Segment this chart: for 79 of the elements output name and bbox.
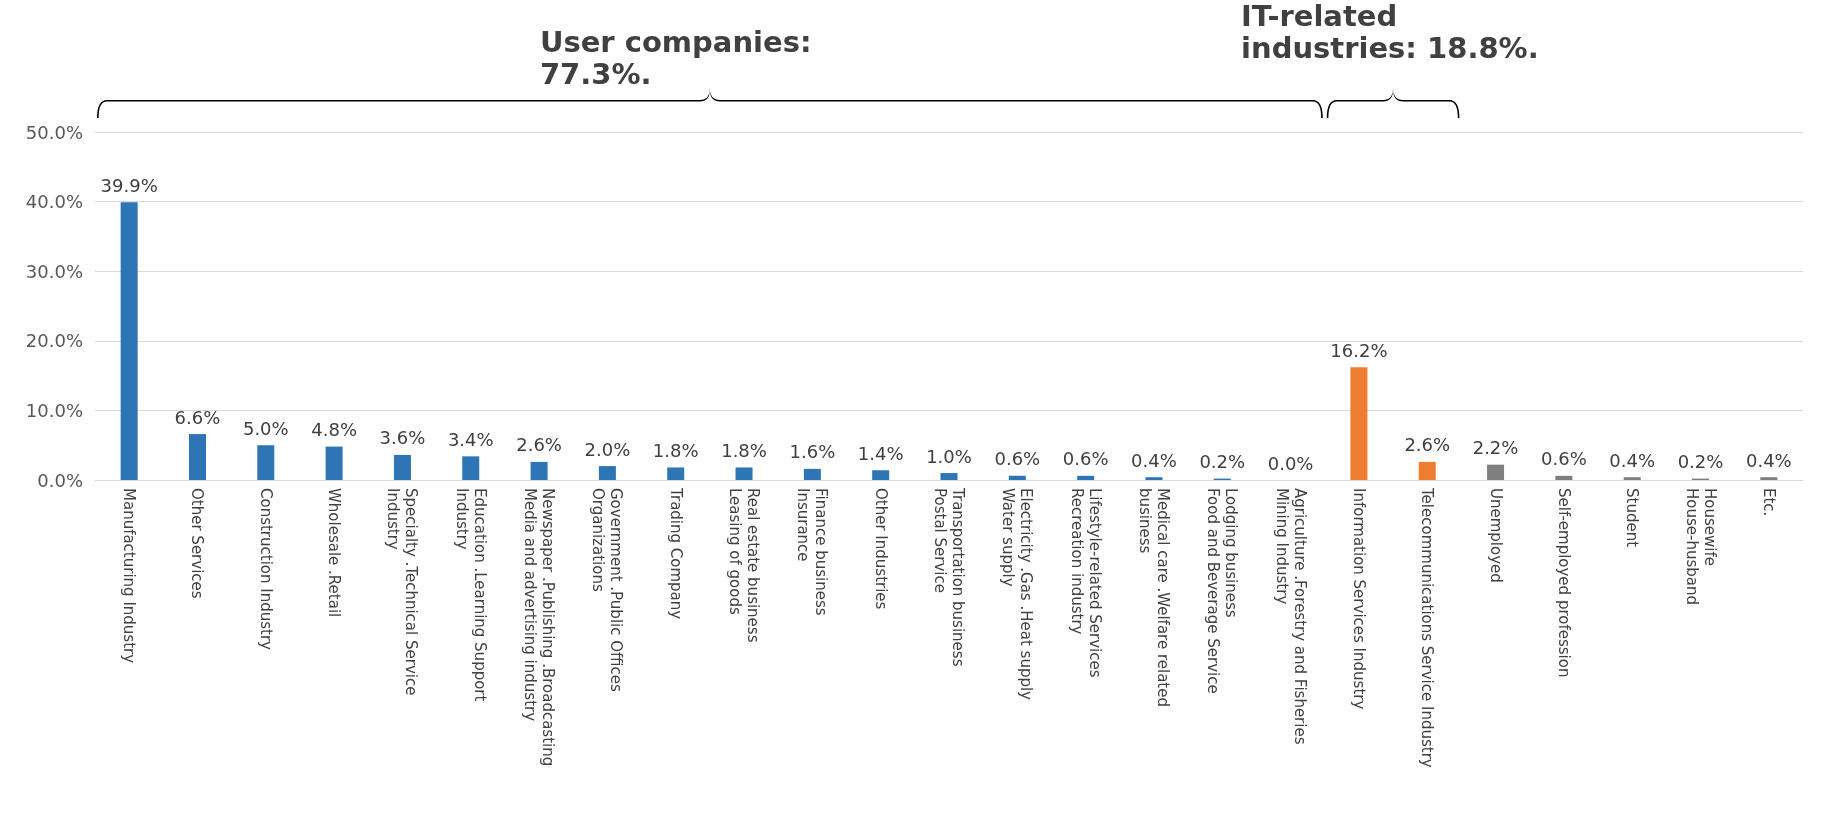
x-tick-label: Self-employed profession [1554,488,1573,678]
bar [120,202,138,480]
x-tick-label: Real estate business Leasing of goods [726,488,763,643]
data-label: 1.4% [857,442,904,464]
y-tick-label: 10.0% [25,399,83,421]
x-tick-label: Other Industries [871,488,890,610]
bar [530,461,548,480]
y-tick-label: 50.0% [25,121,83,143]
x-tick-label: Telecommunications Service Industry [1418,487,1437,768]
x-tick-label: Lifestyle-related Services Recreation industry [1067,488,1104,678]
bar [188,434,206,480]
bar [1008,475,1026,480]
data-label: 1.8% [721,439,767,461]
data-label: 0.4% [1609,449,1656,471]
bar [1077,475,1095,480]
bar [667,467,685,480]
data-label: 2.0% [584,438,631,460]
data-label: 16.2% [1330,339,1388,361]
y-tick-label: 0.0% [37,469,83,491]
bar [803,468,821,480]
x-tick-label: Agriculture .Forestry and Fisheries Mining Industry [1272,488,1309,745]
data-label: 5.0% [242,417,289,439]
x-tick-label: Electricity .Gas .Heat supply Water supply [999,488,1036,701]
data-label: 3.6% [379,427,426,449]
data-label: 0.6% [1541,448,1587,470]
bar [598,466,616,480]
data-label: 1.0% [926,445,972,467]
data-label: 0.2% [1677,451,1724,473]
text: IT-related industries: 18.8%. [1241,0,1539,65]
y-tick-label: 40.0% [25,191,83,213]
data-label: 1.8% [652,439,699,461]
bar [735,467,753,480]
bar [1418,461,1436,480]
bar [257,445,275,480]
data-label: 1.6% [789,441,836,463]
data-label: 39.9% [100,174,158,196]
x-tick-label: Transportation business Postal Service [931,487,967,667]
bar [1145,477,1163,480]
bar [872,470,890,480]
bar [1760,477,1778,480]
data-label: 0.2% [1199,451,1246,473]
y-tick-label: 30.0% [25,260,83,282]
x-tick-label: Etc. [1759,488,1778,517]
data-label: 2.2% [1472,437,1519,459]
x-tick-label: Other Services [188,488,207,599]
x-tick-label: Wholesale .Retail [325,488,344,618]
data-label: 2.6% [516,434,562,456]
bar [1555,475,1573,480]
x-tick-label: Government .Public Offices Organizations [589,488,626,693]
x-tick-label: Student [1623,488,1642,548]
data-label: 3.4% [447,428,494,450]
x-tick-label: Medical care .Welfare related business [1135,488,1172,707]
x-tick-label: Information Services Industry [1349,488,1368,710]
bar [1623,477,1641,480]
data-label: 0.6% [1062,448,1109,470]
bar [1487,464,1505,480]
data-label: 2.6% [1404,434,1451,456]
x-tick-label: Housewife House-husband [1682,488,1719,605]
x-tick-label: Manufacturing Industry [120,488,139,664]
bar [1350,367,1368,480]
data-label: 0.4% [1745,449,1792,471]
x-tick-label: Specialty .Technical Service Industry [384,488,421,696]
x-tick-label: Construction Industry [256,488,275,651]
x-tick-label: Education .Learning Support Industry [452,488,489,702]
x-tick-label: Newspaper .Publishing .Broadcasting Media and advertising industry [521,488,558,767]
data-label: 0.4% [1131,449,1177,471]
data-label: 4.8% [311,419,357,441]
data-label: 0.6% [994,448,1041,470]
x-tick-label: Unemployed [1486,488,1505,583]
y-tick-label: 20.0% [25,330,83,352]
text: User companies: 77.3%. [539,25,812,91]
x-tick-label: Trading Company [666,487,685,620]
data-label: 0.0% [1267,452,1314,474]
data-label: 6.6% [174,406,221,428]
x-tick-label: Finance business Insurance [794,488,831,616]
bar [940,473,958,480]
bar [393,454,411,480]
bar [462,456,480,480]
bar [325,446,343,480]
